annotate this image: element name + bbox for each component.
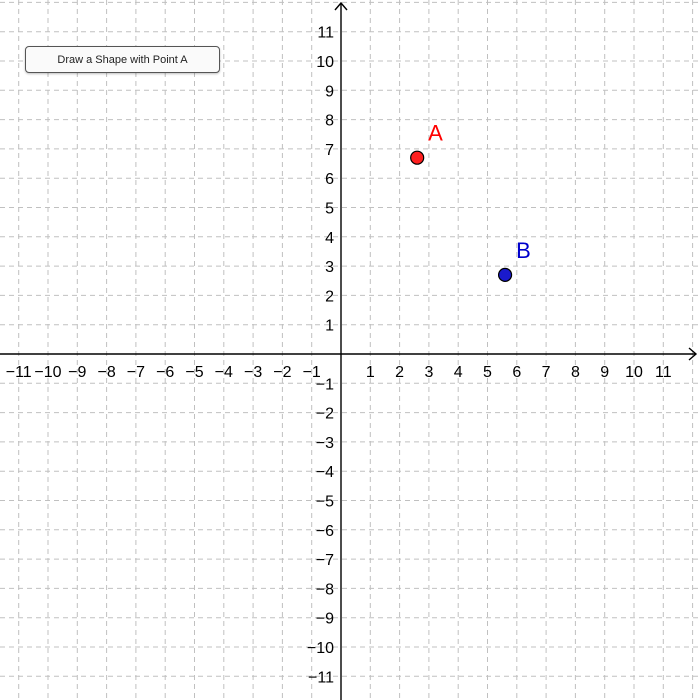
x-tick-label: −10 [34, 364, 61, 381]
x-tick-label: −11 [6, 364, 32, 381]
y-tick-label: −2 [316, 406, 334, 423]
y-tick-label: 8 [325, 113, 334, 130]
y-tick-label: −5 [316, 494, 334, 511]
x-tick-label: −1 [303, 364, 321, 381]
x-tick-label: 10 [625, 364, 643, 381]
y-axis-arrow-icon [334, 1, 348, 11]
y-tick-label: −1 [316, 376, 334, 393]
point-b[interactable]: B [497, 238, 531, 282]
x-tick-label: 2 [395, 364, 404, 381]
x-tick-label: −5 [185, 364, 203, 381]
point-a[interactable]: A [410, 121, 444, 165]
y-tick-label: 2 [325, 288, 334, 305]
y-tick-label: 9 [325, 83, 334, 100]
y-tick-label: −11 [308, 669, 334, 686]
y-tick-label: 10 [316, 54, 334, 71]
x-tick-label: −4 [215, 364, 233, 381]
x-tick-label: −8 [97, 364, 115, 381]
x-tick-label: 6 [512, 364, 521, 381]
y-tick-label: 11 [317, 25, 334, 42]
x-tick-label: −2 [273, 364, 291, 381]
x-tick-label: 1 [366, 364, 375, 381]
x-tick-label: −7 [127, 364, 145, 381]
x-tick-label: 5 [483, 364, 492, 381]
x-tick-label: −9 [68, 364, 86, 381]
x-tick-label: 9 [600, 364, 609, 381]
point-label: B [516, 238, 531, 263]
draw-shape-button[interactable]: Draw a Shape with Point A [25, 46, 220, 73]
y-tick-label: −6 [316, 523, 334, 540]
x-tick-label: 7 [542, 364, 551, 381]
x-tick-label: 4 [454, 364, 463, 381]
x-tick-label: −3 [244, 364, 262, 381]
point-marker[interactable] [497, 267, 513, 282]
y-tick-label: 1 [325, 318, 334, 335]
y-tick-label: 4 [325, 230, 334, 247]
points-layer[interactable]: AB [410, 121, 531, 282]
x-axis-arrow-icon [688, 347, 698, 361]
x-tick-label: 11 [655, 364, 672, 381]
y-tick-label: −9 [316, 611, 334, 628]
y-tick-label: −7 [316, 552, 334, 569]
x-tick-label: 8 [571, 364, 580, 381]
x-tick-label: −6 [156, 364, 174, 381]
y-tick-label: 5 [325, 201, 334, 218]
y-tick-label: −8 [316, 581, 334, 598]
x-tick-label: 3 [424, 364, 433, 381]
y-tick-label: 6 [325, 171, 334, 188]
tick-labels: −11 −10 −9 −8 −7 −6 −5 −4 −3 −2 −1 1 2 3 4 5 6 7 8 9 10 11111… [6, 25, 672, 687]
y-tick-label: 7 [325, 142, 334, 159]
y-tick-label: 3 [325, 259, 334, 276]
point-marker[interactable] [410, 150, 425, 165]
y-tick-label: −3 [316, 435, 334, 452]
y-tick-label: −4 [316, 464, 334, 481]
point-label: A [428, 121, 443, 146]
y-tick-label: −10 [307, 640, 334, 657]
